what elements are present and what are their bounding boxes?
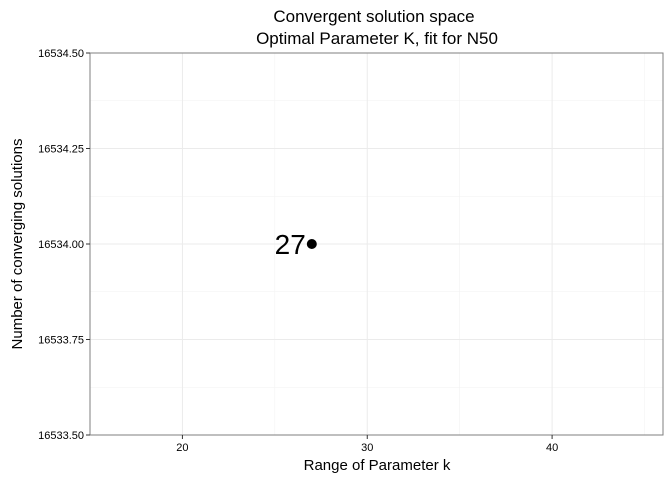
chart-subtitle: Optimal Parameter K, fit for N50 <box>256 29 498 48</box>
y-axis-title: Number of converging solutions <box>9 139 26 350</box>
y-tick-label: 16534.25 <box>38 144 84 156</box>
x-tick-label: 20 <box>176 442 188 454</box>
points: 27 <box>275 229 317 260</box>
data-point-label: 27 <box>275 229 306 260</box>
data-point <box>306 239 317 249</box>
grid-minor <box>89 53 663 435</box>
y-tick-labels: 16533.50 16533.75 16534.00 16534.25 16534.50 <box>38 48 84 442</box>
y-tick-label: 16533.75 <box>38 335 84 347</box>
x-tick-labels: 20 30 40 <box>176 442 558 454</box>
y-tick-label: 16534.50 <box>38 48 84 60</box>
x-axis-title: Range of Parameter k <box>304 457 451 474</box>
y-tick-label: 16533.50 <box>38 430 84 442</box>
x-tick-label: 40 <box>546 442 558 454</box>
axis-ticks <box>86 52 553 439</box>
chart-title: Convergent solution space <box>273 7 474 26</box>
x-tick-label: 30 <box>361 442 373 454</box>
y-tick-label: 16534.00 <box>38 239 84 251</box>
grid-major <box>90 52 663 436</box>
